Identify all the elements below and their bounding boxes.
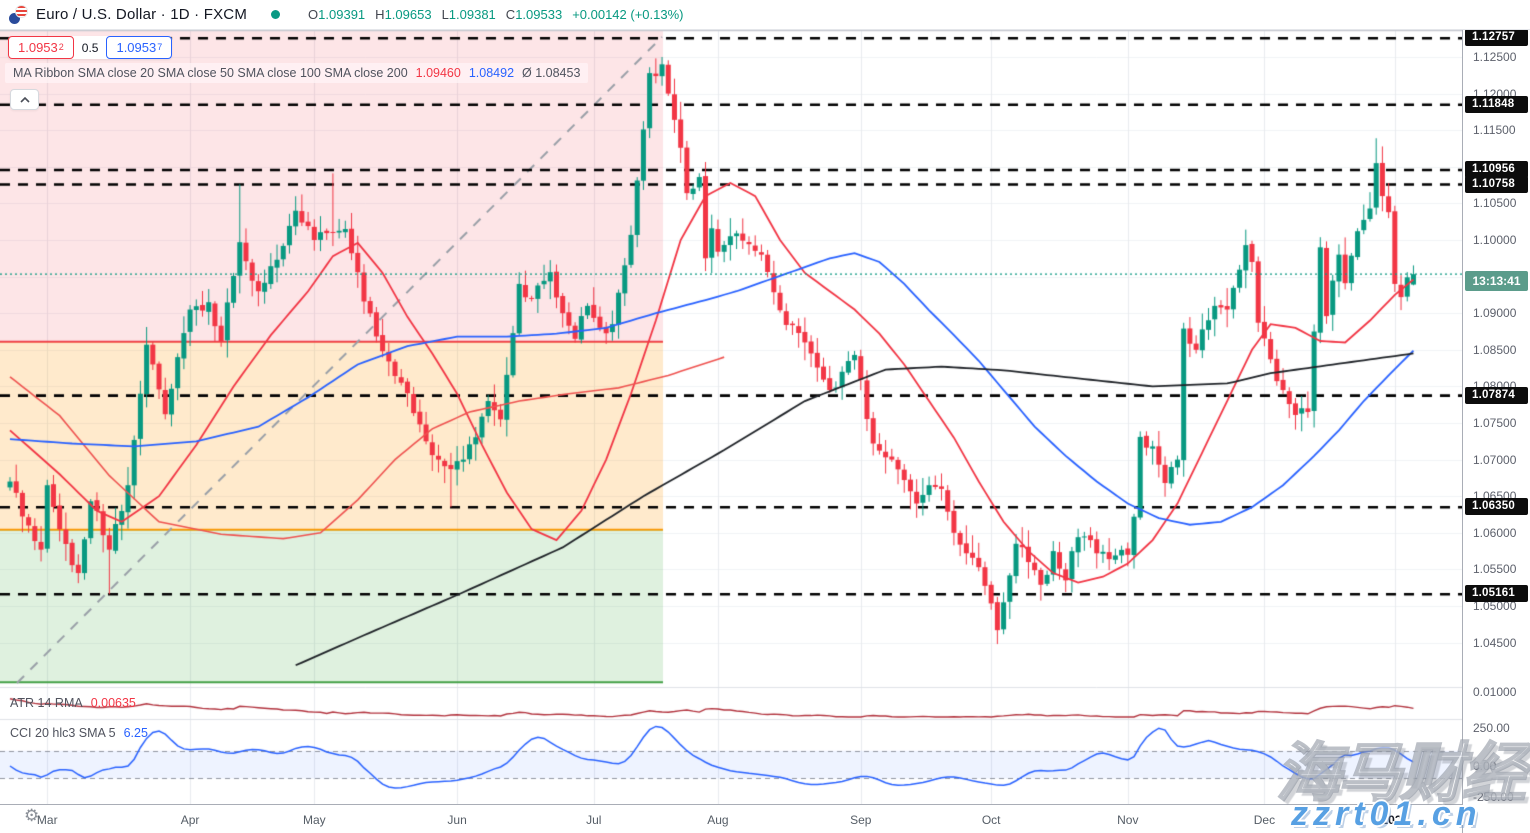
sell-price-sup: 2 <box>58 41 64 52</box>
symbol-pair-icon <box>8 4 30 25</box>
price-tick: 1.07500 <box>1473 416 1517 430</box>
time-axis[interactable]: Mar Apr May Jun Jul Aug Sep Oct Nov Dec 2024 <box>0 804 1462 833</box>
price-tick: 1.11500 <box>1473 123 1516 138</box>
price-level-badge: 1.10956 <box>1465 161 1528 179</box>
high-label: H <box>375 7 385 22</box>
close-value: 1.09533 <box>515 7 563 22</box>
price-level-badge: 1.06350 <box>1465 498 1528 516</box>
price-tick: 1.12500 <box>1473 50 1517 64</box>
ma-ribbon-average-value: Ø 1.08453 <box>522 66 581 80</box>
time-axis-label-jul: Jul <box>586 813 602 827</box>
cci-tick: -250.00 <box>1473 790 1514 804</box>
spread-value: 0.5 <box>81 40 99 55</box>
ma-ribbon-legend[interactable]: MA Ribbon SMA close 20 SMA close 50 SMA … <box>5 63 589 83</box>
price-tick: 1.09000 <box>1473 306 1517 321</box>
price-tick: 1.05000 <box>1473 599 1517 613</box>
time-axis-label-mar: Mar <box>36 813 58 827</box>
price-level-badge: 1.05161 <box>1465 585 1528 603</box>
atr-value: 0.00635 <box>90 696 136 710</box>
symbol-title[interactable]: Euro / U.S. Dollar · 1D · FXCM <box>36 6 248 23</box>
low-label: L <box>441 7 449 22</box>
ma-ribbon-sma50-value: 1.08492 <box>468 66 515 80</box>
chevron-up-icon <box>19 96 30 103</box>
cci-indicator-legend[interactable]: CCI 20 hlc3 SMA 5 6.25 <box>10 726 148 740</box>
time-axis-label-oct: Oct <box>981 813 1001 827</box>
atr-label: ATR 14 RMA <box>10 696 83 710</box>
ohlc-readout: O1.09391 H1.09653 L1.09381 C1.09533 +0.0… <box>308 7 683 22</box>
time-axis-label-may: May <box>302 813 326 827</box>
price-tick: 1.04500 <box>1473 635 1517 650</box>
price-tick: 1.10500 <box>1473 196 1517 211</box>
ma-ribbon-label: MA Ribbon SMA close 20 SMA close 50 SMA … <box>13 66 408 80</box>
price-level-badge: 1.10758 <box>1465 175 1528 193</box>
time-axis-label-sep: Sep <box>850 813 872 827</box>
price-axis[interactable]: USD 1.125001.120001.115001.105001.100001… <box>1462 0 1530 833</box>
low-value: 1.09381 <box>448 7 496 22</box>
close-label: C <box>505 7 516 22</box>
price-tick: 1.05500 <box>1473 562 1517 577</box>
time-axis-label-nov: Nov <box>1117 813 1139 827</box>
atr-tick: 0.01000 <box>1473 685 1517 700</box>
ma-ribbon-sma20-value: 1.09460 <box>415 66 461 80</box>
cci-tick: 0.00 <box>1473 759 1497 773</box>
open-label: O <box>308 7 319 22</box>
time-axis-label-aug: Aug <box>707 813 729 827</box>
buy-button[interactable]: 1.0953 7 <box>106 36 173 59</box>
buy-price: 1.0953 <box>116 40 157 55</box>
trade-panel: 1.0953 2 0.5 1.0953 7 <box>8 36 173 59</box>
gear-icon[interactable]: ⚙ <box>24 806 40 825</box>
cci-tick: 250.00 <box>1473 721 1510 735</box>
atr-indicator-legend[interactable]: ATR 14 RMA 0.00635 <box>10 696 136 710</box>
price-tick: 1.07000 <box>1473 452 1517 467</box>
price-level-badge: 1.12757 <box>1465 29 1528 47</box>
high-value: 1.09653 <box>384 7 432 22</box>
buy-price-sup: 7 <box>157 41 163 52</box>
cci-value: 6.25 <box>123 726 148 740</box>
market-status-dot[interactable] <box>271 10 281 19</box>
open-value: 1.09391 <box>318 7 366 22</box>
time-axis-label-2024: 2024 <box>1381 813 1409 827</box>
price-tick: 1.08500 <box>1473 342 1517 357</box>
usd-flag-icon <box>15 4 28 18</box>
change-value: +0.00142 (+0.13%) <box>572 7 684 22</box>
sell-price: 1.0953 <box>18 40 58 55</box>
collapse-pane-button[interactable] <box>10 89 39 110</box>
bar-countdown-badge: 13:13:41 <box>1465 271 1528 292</box>
price-tick: 1.10000 <box>1473 233 1517 247</box>
price-level-badge: 1.07874 <box>1465 386 1528 404</box>
time-axis-label-jun: Jun <box>447 813 467 827</box>
sell-button[interactable]: 1.0953 2 <box>8 36 74 59</box>
time-axis-label-apr: Apr <box>180 813 200 827</box>
price-level-badge: 1.11848 <box>1465 95 1528 113</box>
time-axis-label-dec: Dec <box>1253 813 1276 827</box>
price-tick: 1.06000 <box>1473 525 1517 540</box>
chart-header: Euro / U.S. Dollar · 1D · FXCM O1.09391 … <box>0 0 1530 30</box>
cci-label: CCI 20 hlc3 SMA 5 <box>10 726 116 740</box>
